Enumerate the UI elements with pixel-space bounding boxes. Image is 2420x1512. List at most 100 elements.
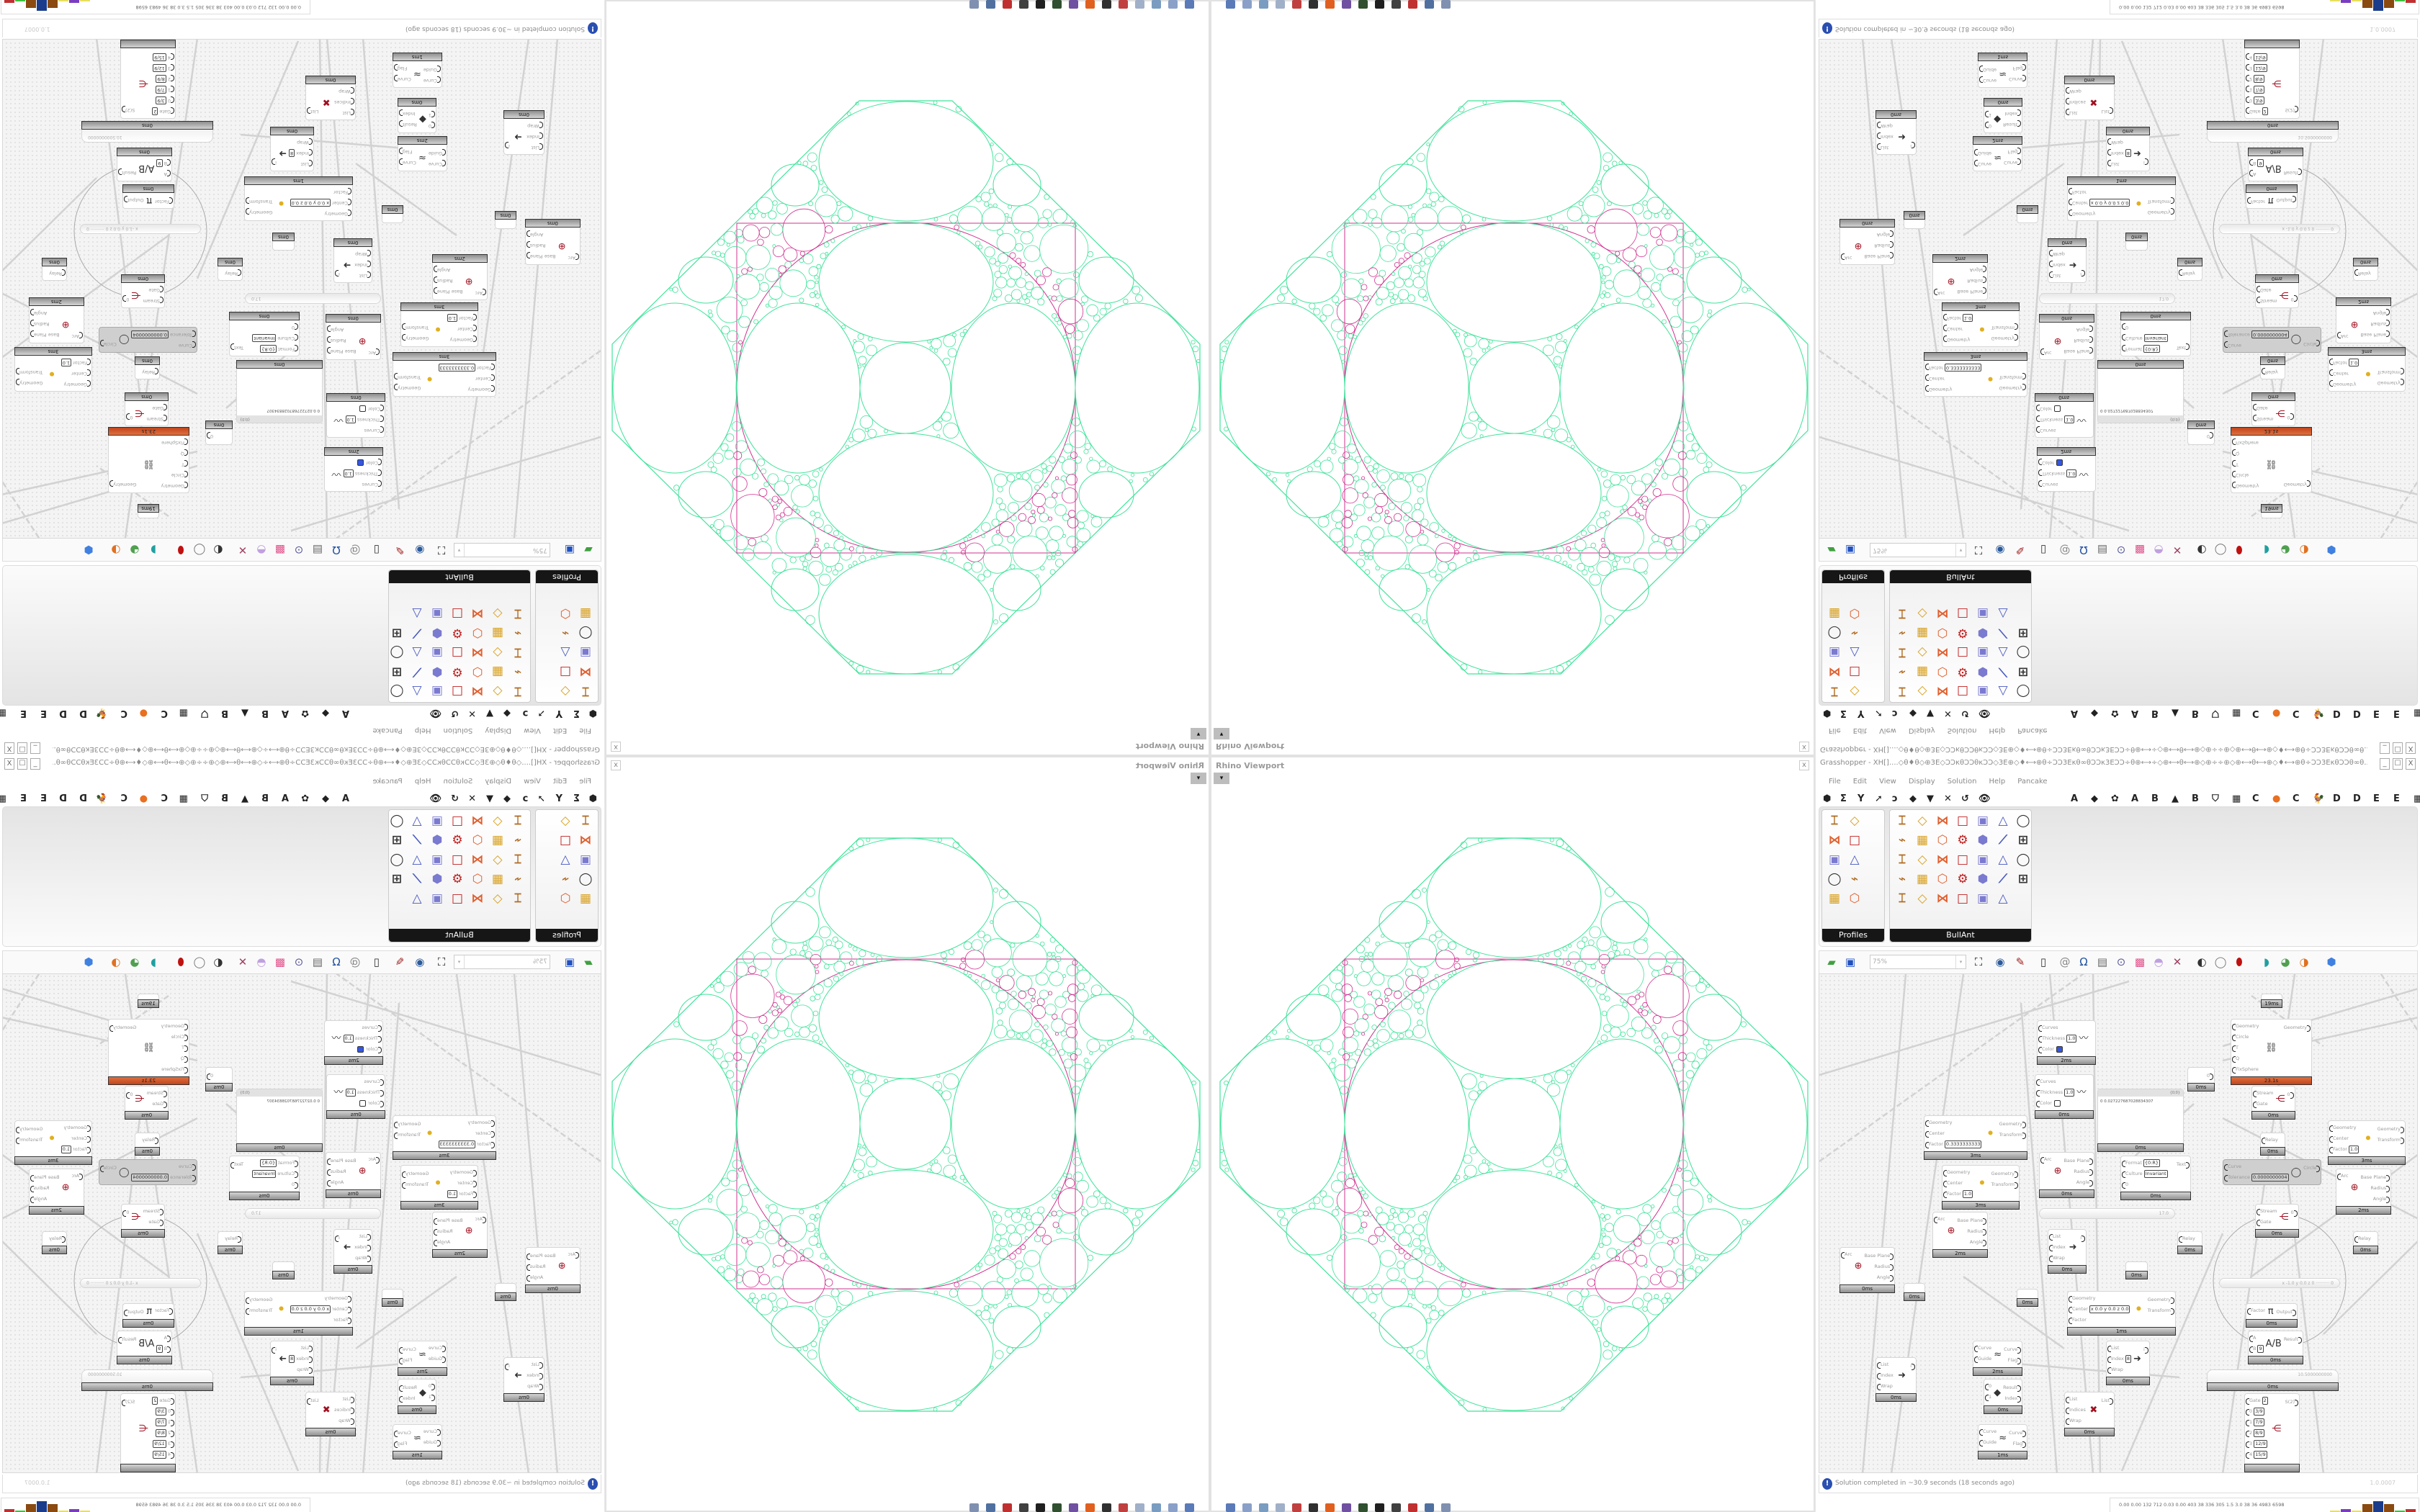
input-param[interactable]: Curve — [1978, 1426, 1996, 1437]
param-value[interactable]: {0:R} — [259, 1159, 277, 1167]
output-param[interactable]: Flag — [403, 146, 416, 157]
tab-a[interactable]: A — [2071, 708, 2079, 719]
input-param[interactable]: Arc — [568, 252, 575, 263]
component-icon[interactable]: ▦ — [491, 833, 504, 847]
input-param[interactable]: CultureInvariant — [252, 1169, 295, 1179]
component-icon[interactable]: ◇ — [560, 684, 570, 698]
output-param[interactable]: Base Plane — [331, 1156, 357, 1166]
taskbar-app-icon[interactable] — [1019, 1503, 1028, 1512]
component-icon[interactable]: ▦ — [491, 872, 504, 886]
package-icon[interactable]: ▩ — [2134, 544, 2146, 557]
sketch-pen-icon[interactable]: ✎ — [395, 544, 405, 557]
save-file-icon[interactable]: ▣ — [1845, 955, 1856, 968]
taskbar-app-icon[interactable] — [1325, 1503, 1335, 1512]
mesh-quality-icon[interactable]: ◕ — [2280, 544, 2290, 557]
input-param[interactable]: Format{0:R} — [252, 343, 295, 354]
input-param[interactable]: Index — [354, 259, 367, 270]
input-param[interactable]: 0 — [2125, 322, 2168, 333]
input-param[interactable]: 1 — [1984, 1392, 1991, 1403]
component-icon[interactable]: ◇ — [1917, 891, 1927, 906]
input-param[interactable]: Curve — [1973, 1343, 1991, 1354]
output-param[interactable]: Base Plane — [437, 286, 463, 297]
panel-label-bullant[interactable]: BullAnt — [1890, 570, 2031, 583]
component-icon[interactable]: □ — [451, 891, 464, 906]
vector-icon[interactable]: ➚ — [537, 793, 545, 804]
input-param[interactable]: Color — [344, 457, 378, 468]
selected-only-icon[interactable]: ◗ — [2264, 955, 2269, 968]
tab-c2[interactable]: C — [2293, 793, 2300, 804]
input-param[interactable]: Curve — [2228, 340, 2289, 351]
preview-off-icon[interactable]: ◐ — [213, 955, 223, 968]
kangaroo-icon[interactable]: 🐓 — [95, 793, 107, 804]
output-param[interactable]: Geometry — [2148, 207, 2171, 217]
input-param[interactable]: Circle — [2236, 469, 2259, 480]
package-icon[interactable]: ▩ — [274, 955, 286, 968]
canvas-window-icon[interactable]: ▤ — [2097, 544, 2108, 557]
output-param[interactable]: Radius — [2360, 318, 2386, 329]
more-tabs-icon[interactable]: ▦ — [2414, 708, 2420, 719]
component-icon[interactable]: □ — [1848, 665, 1861, 679]
component-node[interactable]: Curve Guide ≈ Curve Flag 1ms — [1978, 1424, 2028, 1459]
input-param[interactable]: Geometry — [2072, 208, 2130, 219]
wireframe-icon[interactable]: ◯ — [2214, 955, 2227, 968]
output-param[interactable]: Angle — [437, 1237, 463, 1248]
output-param[interactable]: Radius — [1864, 1261, 1894, 1272]
input-param[interactable]: Geometry — [290, 208, 348, 219]
component-icon[interactable]: ◯ — [390, 852, 404, 867]
email-icon[interactable]: @ — [349, 544, 361, 557]
tab-e[interactable]: E — [40, 793, 47, 804]
output-param[interactable]: Radius — [1864, 240, 1890, 251]
input-param[interactable]: Index — [526, 131, 539, 142]
kangaroo-icon[interactable]: 🐓 — [2313, 793, 2325, 804]
output-param[interactable]: Geometry — [398, 382, 421, 393]
output-param[interactable]: i — [2143, 1344, 2148, 1355]
component-node[interactable]: Arc ⊕ Base Plane Radius Angle 0ms — [2039, 1152, 2095, 1198]
component-icon[interactable]: ⟋ — [1999, 665, 2007, 679]
kangaroo-icon[interactable]: 🐓 — [95, 708, 107, 719]
param-value[interactable]: Invariant — [252, 334, 277, 342]
mesh-quality-icon[interactable]: ◕ — [130, 544, 140, 557]
component-icon[interactable]: ◯ — [390, 645, 404, 660]
component-node[interactable]: Stream Gate ⋲ 0 0ms — [2251, 1086, 2295, 1120]
taskbar-app-icon[interactable] — [1152, 0, 1161, 9]
output-param[interactable]: S(2) — [2285, 1397, 2299, 1408]
tab-d2[interactable]: D — [2353, 793, 2361, 804]
component-node[interactable]: 0ms — [2017, 1289, 2038, 1307]
input-param[interactable]: List — [354, 1231, 367, 1242]
input-param[interactable]: Tolerance0.0000000004 — [131, 1172, 192, 1183]
taskbar-app-icon[interactable] — [1003, 0, 1012, 9]
input-param[interactable]: Relay — [2262, 1135, 2278, 1146]
output-param[interactable]: Base Plane — [530, 1251, 556, 1261]
component-node[interactable]: Relay 0ms — [218, 258, 243, 281]
output-param[interactable]: Angle — [2360, 1194, 2390, 1205]
color-swatch[interactable] — [357, 459, 364, 467]
output-param[interactable]: Radius — [437, 275, 463, 286]
component-icon[interactable]: ⬢ — [431, 626, 443, 640]
slider-value[interactable]: 17.0 — [251, 1211, 261, 1216]
component-icon[interactable]: ⟋ — [1999, 872, 2007, 886]
component-node[interactable]: 0 1 ◆ Result Index 0ms — [397, 1379, 436, 1414]
component-node[interactable]: Arc ⊕ Base Plane Radius Angle 2ms — [431, 254, 488, 300]
output-param[interactable]: Output — [127, 194, 144, 205]
component-icon[interactable]: ⌶ — [581, 814, 590, 828]
component-icon[interactable]: ◇ — [493, 645, 503, 660]
menu-edit[interactable]: Edit — [552, 778, 568, 786]
input-param[interactable]: Wrap — [289, 1364, 309, 1375]
output-param[interactable]: Flag — [403, 1355, 416, 1366]
input-param[interactable]: Center — [447, 1178, 473, 1189]
output-param[interactable]: 0 — [126, 294, 129, 305]
balloon-icon[interactable]: ◓ — [2154, 544, 2164, 557]
more-tabs-icon[interactable]: ▦ — [0, 793, 6, 804]
param-value[interactable]: 0.3333333333 — [1944, 364, 1982, 372]
component-node[interactable]: Arc ⊕ Base Plane Radius Angle 0ms — [325, 1152, 381, 1198]
taskbar-app-icon[interactable] — [1358, 1503, 1368, 1512]
component-icon[interactable]: ⋈ — [471, 852, 484, 867]
input-param[interactable]: Arc — [1845, 252, 1852, 263]
input-param[interactable]: 415/9 — [152, 52, 171, 63]
component-icon[interactable]: ▦ — [1916, 665, 1929, 679]
component-icon[interactable]: ⌁ — [1850, 872, 1859, 886]
